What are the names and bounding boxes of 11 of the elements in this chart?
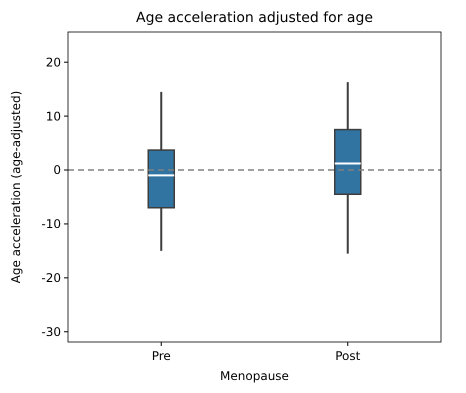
y-tick-label: -30 bbox=[41, 324, 61, 339]
y-axis-title: Age acceleration (age-adjusted) bbox=[9, 90, 23, 284]
x-tick-label: Post bbox=[335, 349, 361, 363]
y-tick-label: -20 bbox=[41, 271, 61, 286]
y-tick-label: 0 bbox=[53, 163, 61, 178]
y-tick-label: 20 bbox=[46, 55, 61, 70]
y-tick-label: 10 bbox=[46, 109, 61, 124]
x-axis-title: Menopause bbox=[220, 369, 289, 383]
chart-title: Age acceleration adjusted for age bbox=[136, 10, 373, 26]
x-tick-label: Pre bbox=[152, 349, 171, 363]
y-tick-label: -10 bbox=[41, 217, 61, 232]
